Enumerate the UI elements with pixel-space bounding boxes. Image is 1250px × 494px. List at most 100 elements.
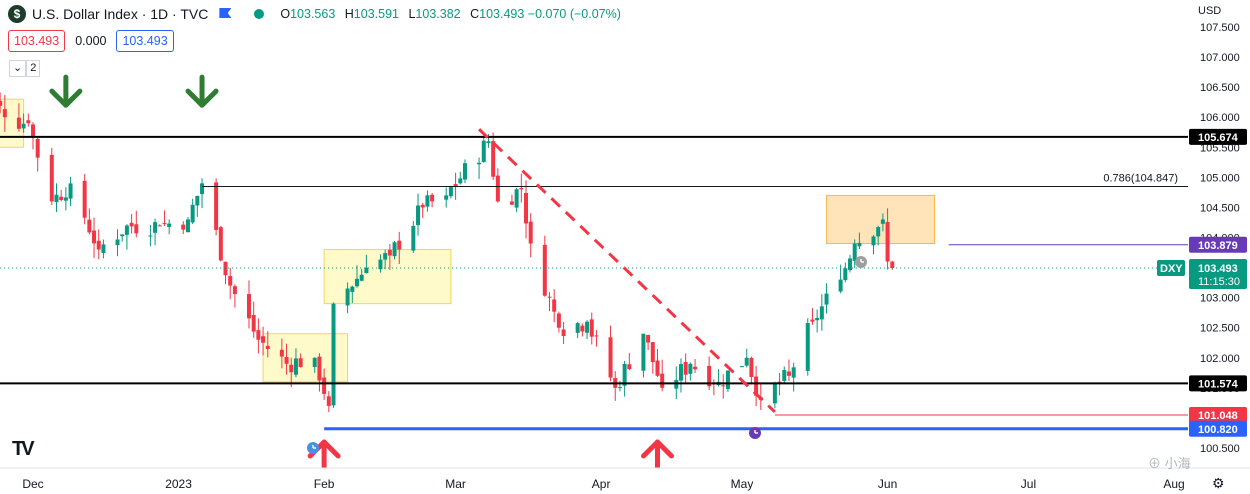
y-tick-label: 107.000 — [1200, 52, 1240, 64]
x-tick-label: Dec — [22, 477, 43, 491]
candle — [92, 217, 97, 258]
candle — [96, 229, 101, 260]
candle — [749, 356, 754, 385]
candle — [397, 231, 402, 265]
x-tick-label: Jun — [878, 477, 897, 491]
line-tag-100.820 — [1189, 420, 1247, 437]
candle — [580, 323, 585, 337]
candle — [195, 195, 200, 217]
candle — [824, 283, 829, 314]
candle — [885, 208, 890, 270]
candle — [678, 358, 683, 393]
candle — [857, 232, 862, 250]
candle — [613, 371, 618, 401]
candle — [420, 202, 425, 219]
candle — [256, 318, 261, 354]
candle — [31, 122, 35, 150]
trade-buttons: 103.493 0.000 103.493 — [8, 30, 174, 52]
y-tick-label: 106.500 — [1200, 82, 1240, 94]
candle — [641, 333, 646, 378]
candle — [289, 357, 294, 388]
buy-price-box[interactable]: 103.493 — [116, 30, 174, 52]
candle — [232, 284, 237, 308]
candle — [181, 221, 186, 235]
candle — [707, 356, 712, 391]
candle — [444, 187, 449, 208]
chart-header: $ U.S. Dollar Index · 1D · TVC O103.563 … — [8, 4, 627, 24]
symbol-title[interactable]: U.S. Dollar Index · 1D · TVC — [32, 6, 209, 22]
candle — [462, 159, 467, 184]
flag-icon[interactable] — [218, 8, 232, 20]
candle — [265, 331, 270, 358]
currency-label[interactable]: USD — [1198, 5, 1221, 17]
candle — [331, 302, 336, 408]
sell-price-box[interactable]: 103.493 — [8, 30, 66, 52]
y-tick-label: 107.500 — [1200, 22, 1240, 34]
trendline[interactable] — [478, 128, 776, 413]
candle — [542, 235, 547, 297]
symbol-tag-text: DXY — [1160, 263, 1183, 275]
candle — [354, 265, 359, 288]
alarm-clock-icon[interactable] — [749, 427, 761, 439]
candle — [115, 229, 120, 257]
indicator-collapse[interactable]: ⌄ 2 — [9, 60, 41, 77]
candle — [815, 309, 820, 333]
y-tick-label: 106.000 — [1200, 112, 1240, 124]
candle — [819, 294, 824, 331]
candle — [190, 198, 195, 225]
candle — [655, 349, 660, 378]
x-tick-label: Aug — [1163, 477, 1184, 491]
level-tag-101.574 — [1189, 375, 1247, 392]
candle — [134, 210, 139, 238]
candle — [218, 225, 223, 262]
candle — [223, 261, 228, 285]
candle — [185, 216, 190, 233]
candle — [68, 176, 73, 207]
candle — [848, 254, 853, 273]
market-status-icon[interactable] — [254, 9, 265, 19]
ohlc-readout: O103.563 H103.591 L103.382 C103.493 −0.0… — [280, 7, 621, 21]
candle — [261, 326, 266, 356]
current-price-tag — [1189, 258, 1247, 289]
candle — [617, 380, 622, 392]
candle — [725, 370, 730, 392]
candle — [838, 264, 843, 294]
candle — [622, 360, 627, 397]
candle — [786, 359, 791, 381]
candle — [162, 210, 167, 226]
alarm-clock-icon[interactable] — [307, 442, 319, 454]
candle — [561, 322, 566, 345]
candle — [345, 282, 350, 314]
arrow-down-icon[interactable] — [185, 74, 219, 108]
alarm-clock-icon[interactable] — [855, 256, 867, 268]
chevron-down-icon[interactable]: ⌄ — [9, 60, 27, 77]
arrow-up-icon[interactable] — [640, 439, 674, 470]
line-tag-103.879 — [1189, 236, 1247, 253]
gear-icon[interactable]: ⚙ — [1212, 475, 1225, 491]
candle — [448, 185, 453, 199]
y-tick-label: 104.500 — [1200, 202, 1240, 214]
symbol-tag — [1157, 259, 1185, 276]
candle — [524, 180, 529, 239]
candle — [683, 353, 688, 384]
candle — [246, 280, 251, 329]
candle — [124, 224, 129, 250]
zone-3[interactable] — [323, 249, 452, 305]
zone-4[interactable] — [826, 194, 936, 245]
x-tick-label: Jul — [1021, 477, 1036, 491]
candle — [148, 224, 153, 247]
candle — [411, 221, 416, 253]
plot-area[interactable]: 0.786(104.847) — [0, 61, 1188, 470]
candle — [153, 218, 158, 246]
candle — [228, 267, 233, 300]
y-tick-label: 100.500 — [1200, 443, 1240, 455]
candle — [35, 137, 40, 172]
candle — [528, 213, 533, 258]
candle — [772, 381, 777, 409]
arrow-down-icon[interactable] — [49, 74, 83, 108]
candle — [279, 338, 284, 369]
candle — [59, 189, 64, 202]
x-tick-label: Apr — [592, 477, 611, 491]
candle — [2, 94, 7, 132]
